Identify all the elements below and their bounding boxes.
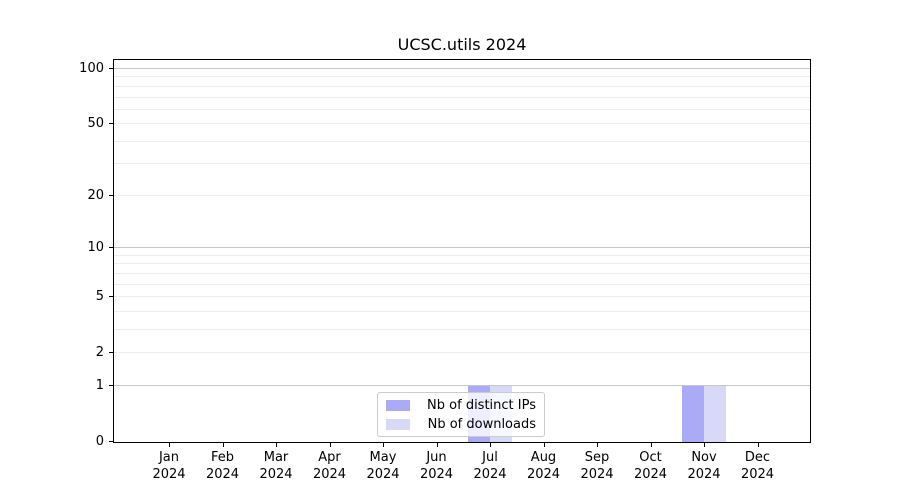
y-gridline-minor <box>114 194 810 196</box>
bar-downloads <box>704 385 726 442</box>
y-gridline-minor <box>114 140 810 142</box>
x-tick-label-year: 2024 <box>259 467 293 482</box>
y-gridline-minor <box>114 163 810 165</box>
y-tick-label: 10 <box>87 240 104 256</box>
legend-swatch-downloads <box>386 418 410 430</box>
x-tick-mark <box>383 442 384 447</box>
x-tick-label-year: 2024 <box>580 467 614 482</box>
y-tick-label: 50 <box>87 116 104 132</box>
x-tick-mark <box>169 442 170 447</box>
y-gridline-minor <box>114 263 810 265</box>
legend-item-downloads: Nb of downloads <box>386 417 536 432</box>
x-tick-label: Jan 2024 <box>139 449 199 483</box>
x-tick-label-year: 2024 <box>633 467 668 482</box>
y-gridline-major <box>114 68 810 69</box>
y-gridline-minor <box>114 328 810 330</box>
x-tick-label: Sep 2024 <box>567 449 627 483</box>
legend-item-distinct-ips: Nb of distinct IPs <box>386 398 536 413</box>
y-gridline-minor <box>114 296 810 298</box>
x-tick-label-year: 2024 <box>740 467 775 482</box>
legend-swatch-distinct-ips <box>386 399 410 411</box>
y-gridline-minor <box>114 254 810 256</box>
y-tick-label: 20 <box>87 187 104 203</box>
x-tick-label: Oct 2024 <box>621 449 681 483</box>
bar-distinct-ips <box>682 385 704 442</box>
x-tick-mark <box>329 442 331 447</box>
y-gridline-major <box>114 384 810 386</box>
y-gridline-minor <box>114 85 810 87</box>
y-gridline-minor <box>114 96 810 98</box>
x-tick-label-year: 2024 <box>687 467 721 482</box>
y-tick-mark <box>109 352 114 354</box>
x-tick-label: Apr 2024 <box>300 449 360 483</box>
y-tick-mark <box>109 296 114 298</box>
y-gridline-minor <box>114 76 810 78</box>
y-gridline-major <box>114 247 810 249</box>
legend-label-downloads: Nb of downloads <box>427 416 536 432</box>
y-gridline-minor <box>114 352 810 354</box>
x-tick-mark <box>704 442 705 447</box>
x-tick-label: Jun 2024 <box>407 449 467 483</box>
x-tick-mark <box>543 442 545 447</box>
x-tick-mark <box>436 442 438 447</box>
x-tick-label: Jul 2024 <box>460 449 520 483</box>
y-gridline-minor <box>114 283 810 285</box>
y-tick-label: 5 <box>95 289 104 305</box>
chart-title: UCSC.utils 2024 <box>397 35 527 54</box>
x-tick-label: Mar 2024 <box>246 449 306 483</box>
legend-label-distinct-ips: Nb of distinct IPs <box>427 397 536 413</box>
x-tick-label: Feb 2024 <box>193 449 253 483</box>
x-tick-mark <box>276 442 277 447</box>
x-tick-mark <box>222 442 224 447</box>
x-tick-label: May 2024 <box>353 449 413 483</box>
y-tick-label: 100 <box>79 61 104 76</box>
x-tick-label: Dec 2024 <box>728 449 788 483</box>
x-tick-label: Nov 2024 <box>674 449 734 483</box>
plot-area: Nb of distinct IPs Nb of downloads 0 1 2 5 1… <box>79 59 811 482</box>
y-tick-mark <box>109 194 114 196</box>
x-tick-mark <box>757 442 759 447</box>
x-tick-label-year: 2024 <box>366 467 400 482</box>
y-tick-mark <box>109 384 114 386</box>
legend: Nb of distinct IPs Nb of downloads <box>377 392 545 437</box>
x-tick-label-year: 2024 <box>473 467 507 482</box>
y-gridline-minor <box>114 272 810 274</box>
x-tick-mark <box>597 442 598 447</box>
y-tick-mark <box>109 68 114 69</box>
y-tick-label: 0 <box>95 434 104 449</box>
y-tick-label: 2 <box>95 345 104 361</box>
y-gridline-minor <box>114 123 810 125</box>
y-gridline-minor <box>114 108 810 110</box>
x-tick-label-year: 2024 <box>205 467 240 482</box>
y-tick-mark <box>109 247 114 249</box>
x-tick-mark <box>650 442 652 447</box>
y-tick-mark <box>109 441 114 442</box>
x-tick-label-year: 2024 <box>419 467 454 482</box>
x-tick-label: Aug 2024 <box>514 449 574 483</box>
x-tick-label-year: 2024 <box>312 467 347 482</box>
y-tick-mark <box>109 123 114 125</box>
y-tick-label: 1 <box>95 377 104 393</box>
y-gridline-minor <box>114 310 810 312</box>
x-tick-label-year: 2024 <box>526 467 561 482</box>
x-tick-mark <box>490 442 491 447</box>
x-tick-label-year: 2024 <box>152 467 186 482</box>
